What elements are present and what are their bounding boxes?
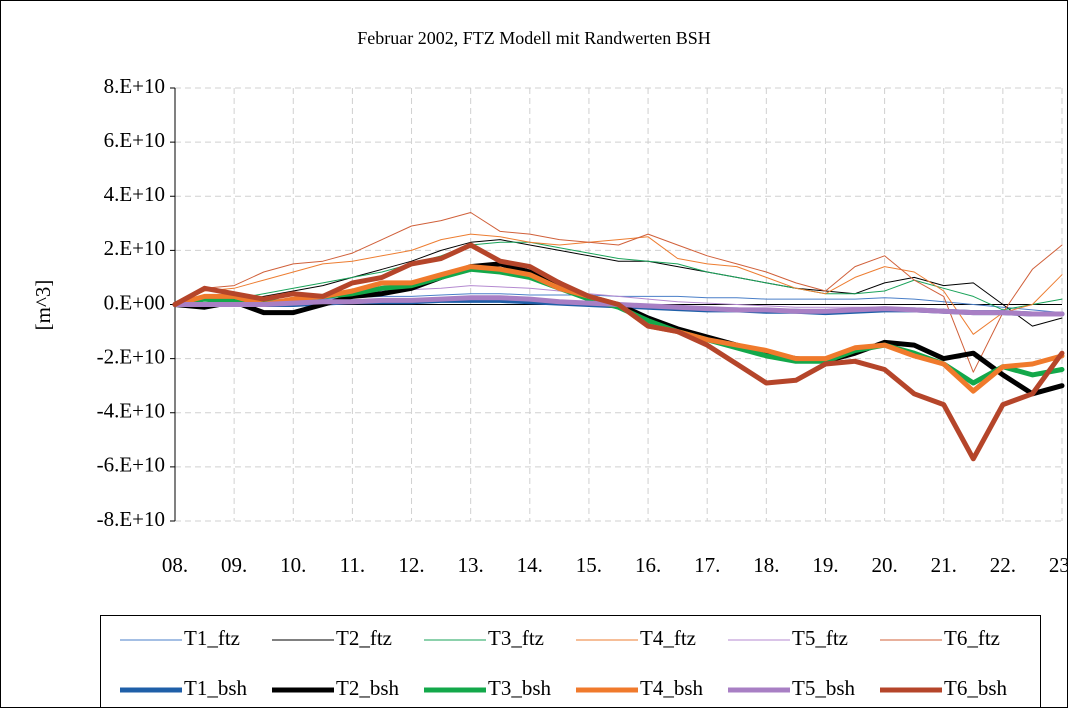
y-tick-label: 6.E+10 xyxy=(104,128,165,152)
series-line xyxy=(174,233,1063,335)
y-tick-label: 2.E+10 xyxy=(104,236,165,260)
x-tick-label: 09. xyxy=(221,553,247,577)
y-tick-label: 0.E+00 xyxy=(104,290,165,314)
legend-label: T3_bsh xyxy=(488,676,552,700)
x-tick-label: 13. xyxy=(458,553,484,577)
legend-label: T6_ftz xyxy=(944,626,1000,650)
x-tick-label: 21. xyxy=(931,553,957,577)
x-tick-label: 16. xyxy=(635,553,661,577)
series-line xyxy=(174,212,1063,373)
y-tick-label: -4.E+10 xyxy=(97,399,165,423)
x-tick-label: 18. xyxy=(753,553,779,577)
legend-label: T2_bsh xyxy=(336,676,400,700)
legend-label: T3_ftz xyxy=(488,626,544,650)
chart-title: Februar 2002, FTZ Modell mit Randwerten … xyxy=(357,28,710,48)
y-tick-label: -6.E+10 xyxy=(97,453,165,477)
y-tick-label: 4.E+10 xyxy=(104,182,165,206)
y-tick-label: -2.E+10 xyxy=(97,344,165,368)
legend-label: T4_ftz xyxy=(640,626,696,650)
x-tick-label: 19. xyxy=(812,553,838,577)
x-tick-label: 08. xyxy=(162,553,188,577)
legend-label: T1_ftz xyxy=(184,626,240,650)
series-line xyxy=(174,239,1063,327)
legend-label: T2_ftz xyxy=(336,626,392,650)
y-axis-label: [m^3] xyxy=(31,280,55,331)
legend-label: T4_bsh xyxy=(640,676,704,700)
x-tick-label: 10. xyxy=(280,553,306,577)
x-tick-label: 11. xyxy=(340,553,365,577)
legend-label: T1_bsh xyxy=(184,676,248,700)
y-tick-label: -8.E+10 xyxy=(97,507,165,531)
y-tick-label: 8.E+10 xyxy=(104,74,165,98)
x-tick-label: 22. xyxy=(990,553,1016,577)
x-tick-label: 23. xyxy=(1049,553,1068,577)
x-tick-label: 17. xyxy=(694,553,720,577)
legend-label: T5_bsh xyxy=(792,676,856,700)
x-tick-label: 14. xyxy=(517,553,543,577)
x-tick-label: 15. xyxy=(576,553,602,577)
x-tick-label: 20. xyxy=(871,553,897,577)
series-line xyxy=(172,242,1065,462)
legend-label: T5_ftz xyxy=(792,626,848,650)
legend-label: T6_bsh xyxy=(944,676,1008,700)
x-tick-label: 12. xyxy=(398,553,424,577)
